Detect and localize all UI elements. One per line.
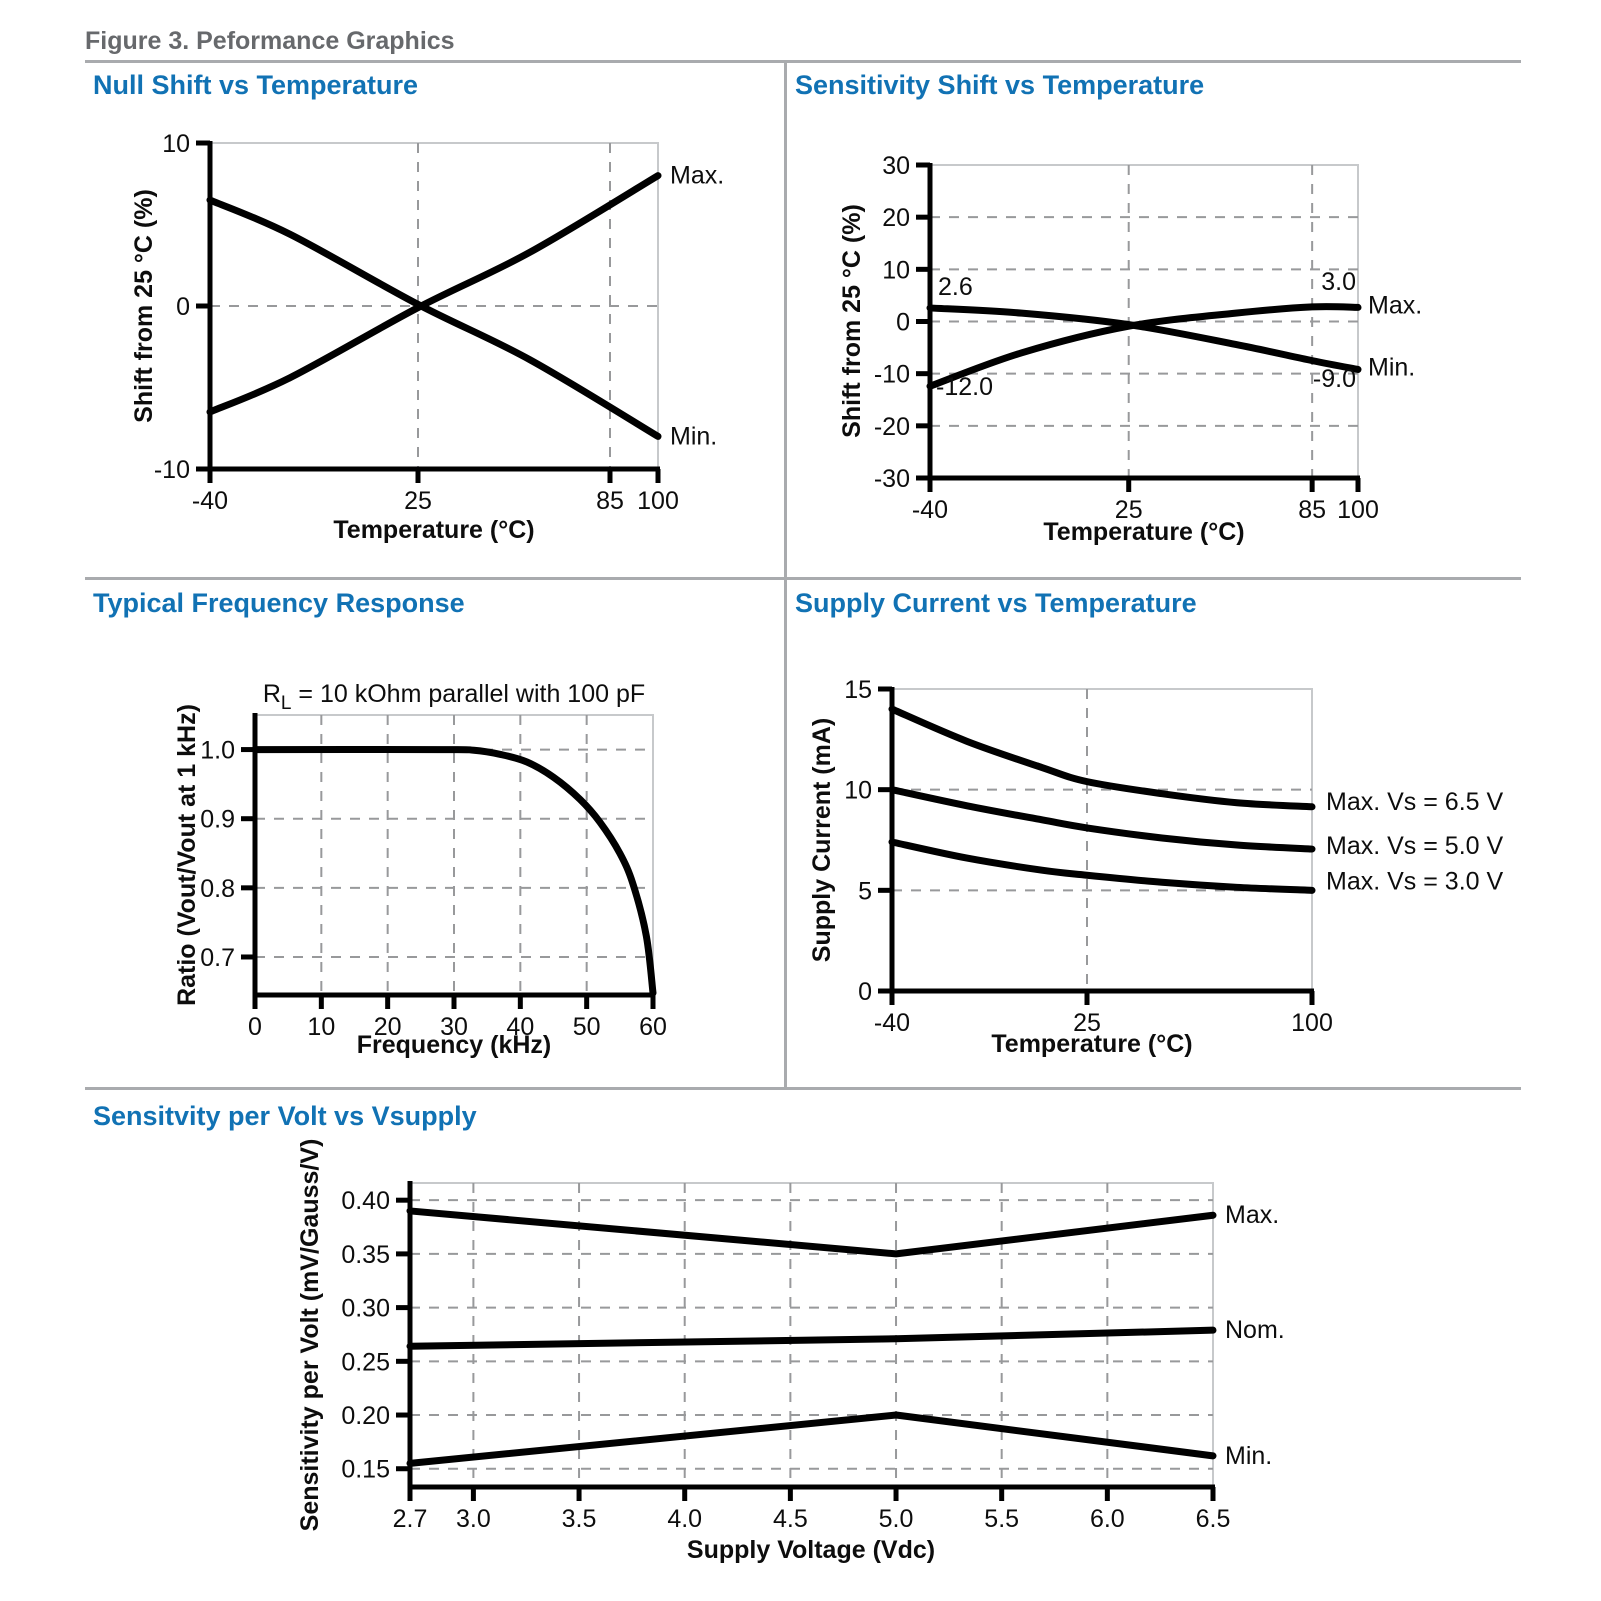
svg-text:3.5: 3.5 [562, 1505, 597, 1533]
svg-text:2.6: 2.6 [938, 273, 973, 301]
svg-text:20: 20 [882, 204, 910, 232]
svg-text:-30: -30 [874, 465, 910, 493]
divider-middle [85, 577, 1521, 580]
svg-text:10: 10 [882, 256, 910, 284]
svg-text:85: 85 [596, 487, 624, 515]
svg-text:15: 15 [844, 676, 872, 704]
svg-text:0.8: 0.8 [200, 875, 235, 903]
svg-text:2.7: 2.7 [393, 1505, 428, 1533]
svg-text:0: 0 [858, 978, 872, 1006]
figure-caption: Figure 3. Peformance Graphics [85, 27, 455, 55]
svg-text:-20: -20 [874, 413, 910, 441]
svg-text:25: 25 [404, 487, 432, 515]
svg-text:0: 0 [176, 293, 190, 321]
section-title-sensitivity-per-volt: Sensitvity per Volt vs Vsupply [93, 1101, 477, 1131]
svg-text:30: 30 [882, 152, 910, 180]
chart-freq_resp: 0 10 20 30 40 50 60 1.0 0.9 0.8 0.7 Frequency (kHz)… [173, 680, 667, 1059]
svg-text:4.5: 4.5 [773, 1505, 808, 1533]
section-title-sensitivity-shift: Sensitivity Shift vs Temperature [795, 70, 1205, 100]
svg-text:-10: -10 [154, 456, 190, 484]
svg-text:Ratio (Vout/Vout at 1 kHz): Ratio (Vout/Vout at 1 kHz) [173, 704, 201, 1006]
svg-text:0: 0 [248, 1013, 262, 1041]
svg-text:0.25: 0.25 [341, 1348, 390, 1376]
svg-text:Max.: Max. [1368, 291, 1422, 319]
svg-text:10: 10 [162, 130, 190, 158]
svg-text:5.5: 5.5 [984, 1505, 1019, 1533]
divider-bottom [85, 1087, 1521, 1090]
svg-text:6.0: 6.0 [1090, 1505, 1125, 1533]
svg-text:4.0: 4.0 [667, 1505, 702, 1533]
svg-text:0.40: 0.40 [341, 1187, 390, 1215]
svg-text:-40: -40 [192, 487, 228, 515]
svg-text:85: 85 [1298, 496, 1326, 524]
svg-text:6.5: 6.5 [1196, 1505, 1231, 1533]
svg-text:50: 50 [573, 1013, 601, 1041]
svg-text:25: 25 [1073, 1009, 1101, 1037]
svg-text:-10: -10 [874, 361, 910, 389]
svg-text:-9.0: -9.0 [1313, 365, 1356, 393]
svg-text:0: 0 [896, 309, 910, 337]
svg-text:Max.: Max. [670, 162, 724, 190]
svg-text:Temperature (°C): Temperature (°C) [333, 516, 534, 544]
svg-text:Sensitivity per Volt (mV/Gauss: Sensitivity per Volt (mV/Gauss/V) [296, 1139, 324, 1532]
svg-text:100: 100 [637, 487, 679, 515]
svg-text:Max.: Max. [1225, 1201, 1279, 1229]
section-title-frequency-response: Typical Frequency Response [93, 588, 465, 618]
svg-text:-40: -40 [912, 496, 948, 524]
svg-text:100: 100 [1337, 496, 1379, 524]
svg-text:Max. Vs = 6.5 V: Max. Vs = 6.5 V [1326, 788, 1503, 816]
svg-text:RL = 10 kOhm parallel with 100: RL = 10 kOhm parallel with 100 pF [263, 680, 645, 714]
svg-text:60: 60 [639, 1013, 667, 1041]
svg-text:-40: -40 [874, 1009, 910, 1037]
svg-text:20: 20 [374, 1013, 402, 1041]
svg-text:Min.: Min. [670, 422, 717, 450]
svg-text:0.35: 0.35 [341, 1241, 390, 1269]
svg-text:0.15: 0.15 [341, 1456, 390, 1484]
svg-text:3.0: 3.0 [1321, 268, 1356, 296]
svg-text:5: 5 [858, 877, 872, 905]
svg-text:Min.: Min. [1225, 1442, 1272, 1470]
svg-text:Frequency (kHz): Frequency (kHz) [357, 1031, 551, 1059]
svg-text:0.7: 0.7 [200, 944, 235, 972]
svg-text:Max. Vs = 3.0 V: Max. Vs = 3.0 V [1326, 867, 1503, 895]
chart-sens_per_volt: 2.7 3.0 3.5 4.0 4.5 5.0 5.5 6.0 6.5 0.40 0.35 0.30 0… [296, 1139, 1285, 1564]
svg-text:5.0: 5.0 [879, 1505, 914, 1533]
svg-text:Shift from 25 °C (%): Shift from 25 °C (%) [838, 204, 866, 438]
svg-text:Shift from 25 °C (%): Shift from 25 °C (%) [130, 189, 158, 423]
svg-text:Temperature (°C): Temperature (°C) [991, 1030, 1192, 1058]
svg-text:-12.0: -12.0 [936, 373, 993, 401]
svg-text:Max. Vs = 5.0 V: Max. Vs = 5.0 V [1326, 832, 1503, 860]
svg-text:0.30: 0.30 [341, 1295, 390, 1323]
svg-text:0.9: 0.9 [200, 806, 235, 834]
svg-text:10: 10 [844, 777, 872, 805]
svg-text:Min.: Min. [1368, 353, 1415, 381]
svg-text:Supply Current (mA): Supply Current (mA) [808, 718, 836, 962]
svg-text:100: 100 [1291, 1009, 1333, 1037]
svg-text:3.0: 3.0 [456, 1505, 491, 1533]
svg-text:Nom.: Nom. [1225, 1316, 1285, 1344]
svg-text:Supply Voltage (Vdc): Supply Voltage (Vdc) [687, 1536, 935, 1564]
divider-top [85, 60, 1521, 63]
svg-text:Temperature (°C): Temperature (°C) [1043, 518, 1244, 546]
svg-text:0.20: 0.20 [341, 1402, 390, 1430]
section-title-supply-current: Supply Current vs Temperature [795, 588, 1197, 618]
svg-text:1.0: 1.0 [200, 737, 235, 765]
divider-vertical [784, 60, 787, 1087]
svg-text:10: 10 [307, 1013, 335, 1041]
chart-supply_current: -40 25 100 15 10 5 0 Max. Vs = 6.5 V Max. Vs = 5… [808, 676, 1503, 1058]
svg-text:40: 40 [506, 1013, 534, 1041]
svg-text:30: 30 [440, 1013, 468, 1041]
svg-text:25: 25 [1115, 496, 1143, 524]
section-title-null-shift: Null Shift vs Temperature [93, 70, 419, 100]
